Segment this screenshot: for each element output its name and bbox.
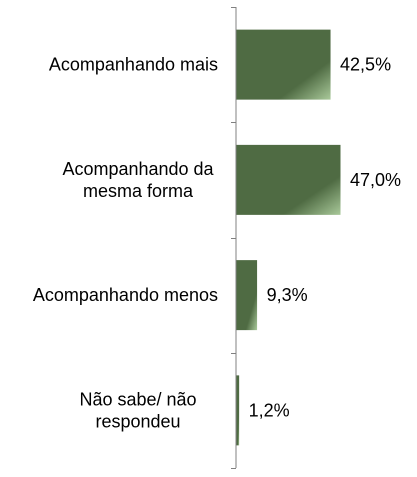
category-label-line: respondeu — [95, 411, 180, 431]
category-label-line: Acompanhando mais — [49, 55, 218, 75]
category-label: Acompanhando da mesma forma — [62, 159, 214, 201]
category-label: Acompanhando mais — [49, 55, 218, 75]
category-label-line: Não sabe/ não — [79, 389, 196, 409]
category-label-line: mesma forma — [83, 181, 194, 201]
data-label: 47,0% — [350, 170, 401, 190]
plot-area: 42,5% Acompanhando mais 47,0% Acompanhando … — [33, 7, 401, 469]
bar — [236, 29, 331, 100]
category-label-line: Acompanhando menos — [33, 285, 218, 305]
bar — [236, 144, 341, 215]
category-label: Não sabe/ não respondeu — [79, 389, 196, 431]
bar — [236, 375, 240, 446]
bar — [236, 260, 258, 331]
data-label: 9,3% — [267, 285, 308, 305]
data-label: 1,2% — [249, 400, 290, 420]
data-label: 42,5% — [340, 55, 391, 75]
category-label-line: Acompanhando da — [62, 159, 214, 179]
category-label: Acompanhando menos — [33, 285, 218, 305]
